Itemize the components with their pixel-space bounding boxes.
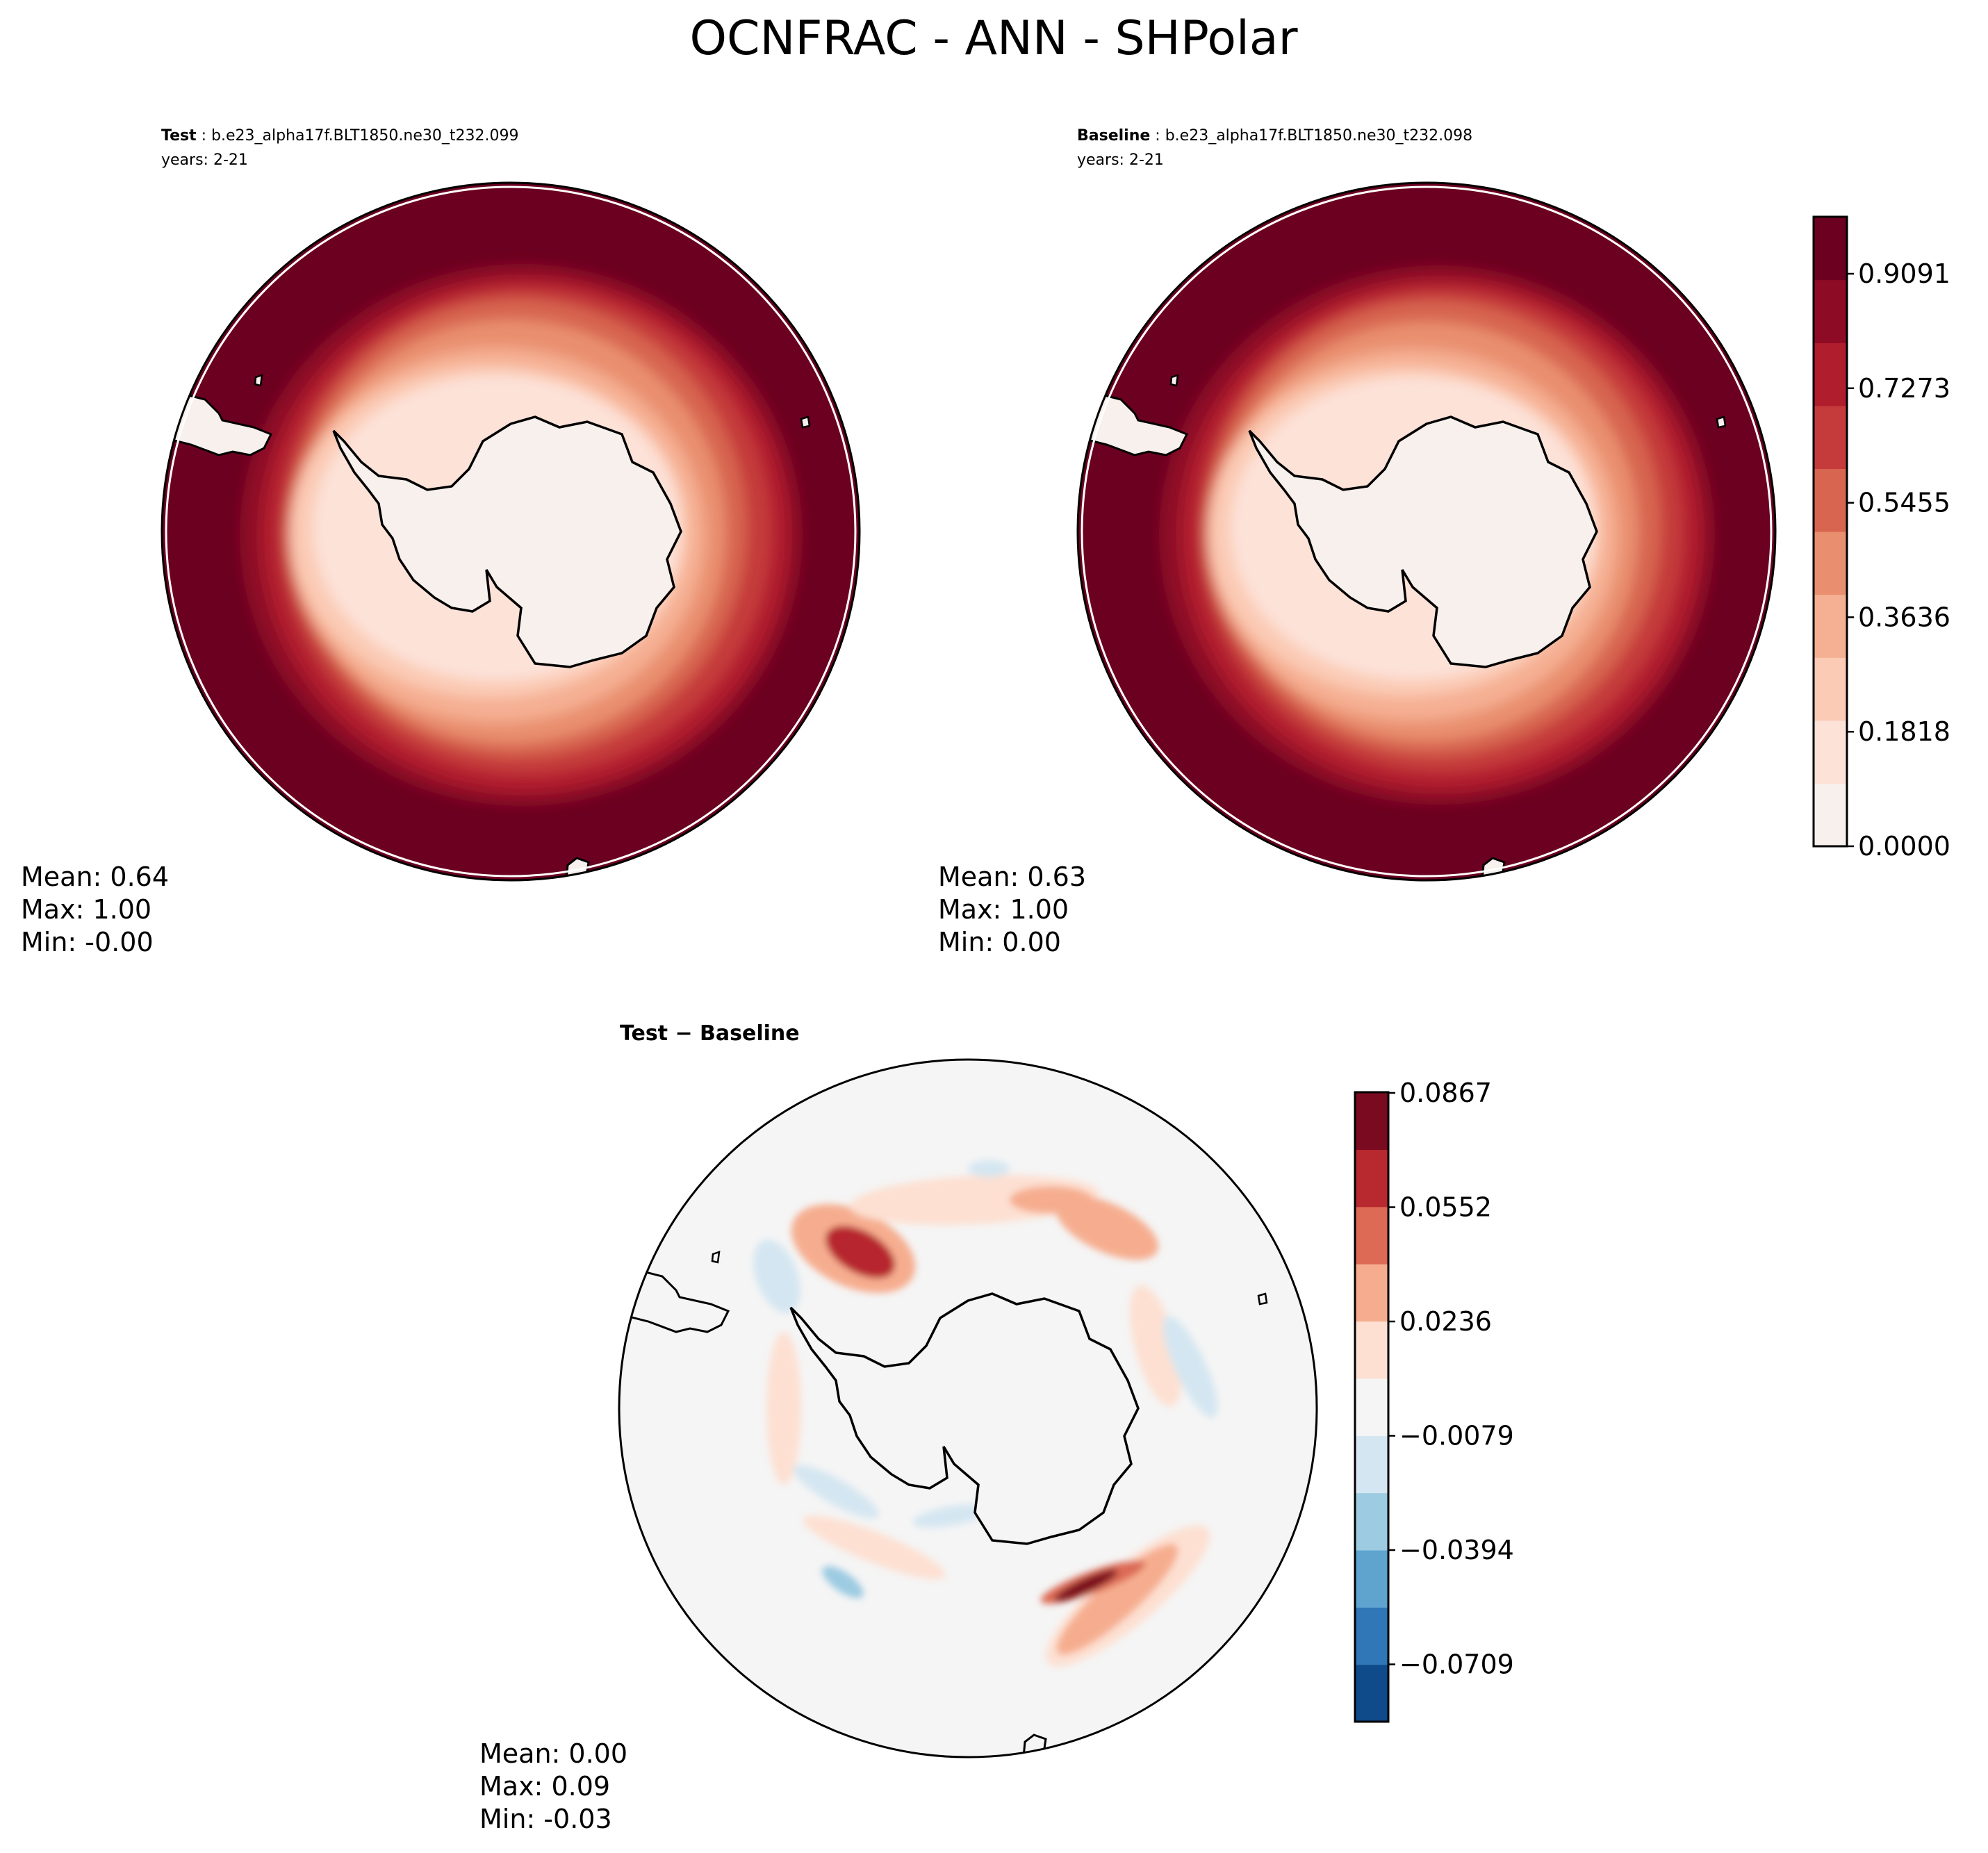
colorbar-band [1814,405,1847,469]
negative-anomaly [793,1465,879,1519]
positive-anomaly [1056,1544,1178,1655]
diff-max: Max: 0.09 [479,1771,610,1802]
south-america-coast [1078,380,1189,456]
colorbar-band [1814,594,1847,658]
negative-anomaly [968,1160,1010,1177]
colorbar-band [1355,1664,1388,1722]
baseline-min: Min: 0.00 [938,927,1061,957]
positive-anomaly [1129,1285,1182,1407]
diff-panel: Test − Baseline [479,1021,1318,1834]
test-years: years: 2-21 [161,151,248,169]
colorbar-band [1814,720,1847,784]
colorbar-tick-label: 0.3636 [1858,602,1950,632]
test-min: Min: -0.00 [21,927,154,957]
diff-map [619,1060,1317,1757]
diff-min: Min: -0.03 [479,1804,612,1834]
colorbar-border [1812,215,1848,848]
negative-anomaly [1163,1315,1218,1418]
island [254,374,263,387]
colorbar-band [1355,1607,1388,1665]
colorbar-border [1354,1091,1390,1723]
colorbar-tick-label: 0.0867 [1399,1078,1492,1108]
positive-anomaly [1055,1195,1158,1260]
colorbar-band [1355,1092,1388,1150]
island [711,1251,721,1264]
colorbar-band [1355,1549,1388,1608]
negative-anomaly [912,1504,989,1528]
colorbar-band [1814,783,1847,847]
colorbar-tick-label: 0.0236 [1399,1306,1492,1337]
island [1716,415,1727,429]
colorbar-band [1814,532,1847,595]
diff-colorbar: 0.0867 0.0552 0.0236 −0.0079 −0.0394 −0.0709 [1354,1078,1514,1723]
colorbar-tick-label: −0.0709 [1399,1649,1514,1680]
baseline-case-name: b.e23_alpha17f.BLT1850.ne30_t232.098 [1165,127,1472,145]
svg-text:Baseline : b.e23_alpha17f.BLT1: Baseline : b.e23_alpha17f.BLT1850.ne30_t… [1077,127,1472,145]
baseline-years: years: 2-21 [1077,151,1164,169]
colorbar-tick-label: 0.7273 [1858,373,1950,404]
island [1257,1292,1268,1306]
test-mean: Mean: 0.64 [21,862,169,892]
colorbar-tick-label: −0.0394 [1399,1535,1514,1565]
test-label: Test [161,127,197,145]
colorbar-band [1355,1492,1388,1551]
baseline-label: Baseline [1077,127,1150,145]
colorbar-tick-label: 0.0000 [1858,831,1950,862]
colorbar-band [1355,1378,1388,1436]
diff-title: Test − Baseline [620,1021,800,1046]
colorbar-tick-label: 0.0552 [1399,1192,1492,1223]
positive-anomaly [1010,1186,1093,1214]
figure-title: OCNFRAC - ANN - SHPolar [689,11,1297,66]
diff-mean: Mean: 0.00 [479,1738,627,1769]
colorbar-band [1355,1149,1388,1208]
colorbar-band [1355,1264,1388,1322]
baseline-map [1078,183,1775,880]
colorbar-tick-label: 0.5455 [1858,488,1950,518]
colorbar-band [1814,468,1847,532]
negative-anomaly [822,1565,864,1599]
colorbar-tick-label: 0.1818 [1858,716,1950,747]
colorbar-band [1814,343,1847,406]
positive-anomaly [1054,1570,1118,1601]
island [1169,374,1179,387]
south-america-coast [619,1257,730,1333]
colorbar-tick-label: 0.9091 [1858,258,1950,289]
colorbar-band [1814,217,1847,281]
colorbar-tick-label: −0.0079 [1399,1421,1514,1451]
baseline-max: Max: 1.00 [938,894,1069,925]
svg-text:Test : b.e23_alpha17f.BLT1850.: Test : b.e23_alpha17f.BLT1850.ne30_t232.… [161,127,518,145]
south-america-coast [162,380,273,456]
colorbar-band [1355,1206,1388,1265]
island [800,415,811,429]
test-map [162,183,860,880]
test-panel: Test : b.e23_alpha17f.BLT1850.ne30_t232.… [21,127,861,957]
positive-anomaly [803,1515,946,1579]
positive-anomaly [766,1332,801,1485]
positive-anomaly [825,1226,895,1278]
colorbar-band [1355,1321,1388,1379]
colorbar-band [1814,657,1847,721]
colorbar-band [1814,279,1847,343]
colorbar-band [1355,1435,1388,1494]
main-colorbar: 0.9091 0.7273 0.5455 0.3636 0.1818 0.0000 [1812,215,1950,862]
baseline-panel: Baseline : b.e23_alpha17f.BLT1850.ne30_t… [938,127,1777,957]
baseline-mean: Mean: 0.63 [938,862,1086,892]
negative-anomaly [753,1240,800,1313]
test-max: Max: 1.00 [21,894,151,925]
test-case-name: b.e23_alpha17f.BLT1850.ne30_t232.099 [211,127,518,145]
